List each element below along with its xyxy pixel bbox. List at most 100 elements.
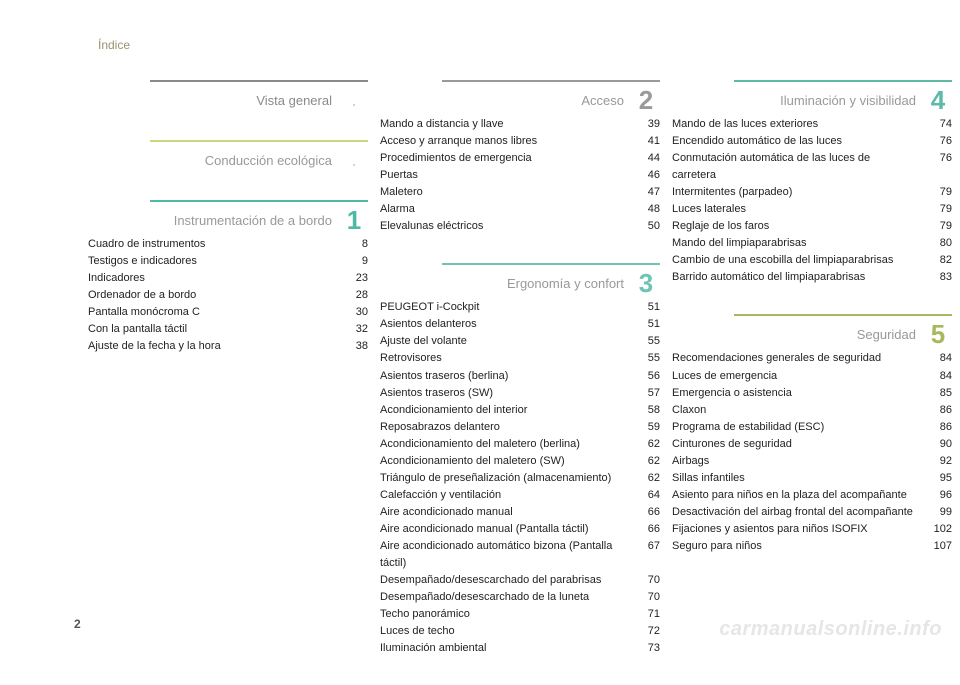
entry-label: Desempañado/desescarchado del parabrisas (380, 572, 630, 589)
section-number: 1 (340, 205, 368, 236)
section-title: Instrumentación de a bordo (88, 213, 332, 228)
section-entries: Cuadro de instrumentos8Testigos e indica… (88, 236, 368, 355)
entry-label: Asientos traseros (berlina) (380, 368, 630, 385)
entry-label: Conmutación automática de las luces de c… (672, 150, 922, 184)
section-head-row: Ergonomía y confort3 (380, 271, 660, 295)
entry-label: Cinturones de seguridad (672, 436, 922, 453)
section-title: Ergonomía y confort (380, 276, 624, 291)
entry-label: Mando de las luces exteriores (672, 116, 922, 133)
toc-columns: Vista general.Conducción ecológica.Instr… (88, 80, 940, 685)
entry-label: Mando del limpiaparabrisas (672, 235, 922, 252)
entry-page: 76 (922, 150, 952, 184)
entry-page: 70 (630, 589, 660, 606)
toc-entry: Asientos traseros (berlina)56 (380, 368, 660, 385)
toc-entry: Acondicionamiento del maletero (berlina)… (380, 436, 660, 453)
entry-label: Recomendaciones generales de seguridad (672, 350, 922, 367)
entry-page: 66 (630, 521, 660, 538)
toc-entry: Aire acondicionado manual66 (380, 504, 660, 521)
entry-label: Pantalla monócroma C (88, 304, 338, 321)
toc-section: Conducción ecológica. (88, 140, 368, 172)
entry-label: Asientos delanteros (380, 316, 630, 333)
toc-entry: Procedimientos de emergencia44 (380, 150, 660, 167)
section-entries: Mando a distancia y llave39Acceso y arra… (380, 116, 660, 235)
entry-page: 51 (630, 316, 660, 333)
watermark: carmanualsonline.info (719, 618, 942, 641)
entry-label: Acondicionamiento del maletero (berlina) (380, 436, 630, 453)
toc-entry: Asientos delanteros51 (380, 316, 660, 333)
toc-entry: Acondicionamiento del maletero (SW)62 (380, 453, 660, 470)
entry-label: Emergencia o asistencia (672, 385, 922, 402)
toc-entry: Calefacción y ventilación64 (380, 487, 660, 504)
entry-page: 39 (630, 116, 660, 133)
section-bar (442, 80, 660, 82)
entry-page: 99 (922, 504, 952, 521)
toc-column: Acceso2 Mando a distancia y llave39Acceso… (380, 80, 672, 685)
toc-entry: Maletero47 (380, 184, 660, 201)
entry-page: 82 (922, 252, 952, 269)
toc-entry: Desempañado/desescarchado de la luneta70 (380, 589, 660, 606)
entry-page: 79 (922, 218, 952, 235)
toc-section: Seguridad 5Recomendaciones generales de s… (672, 314, 952, 555)
entry-page: 86 (922, 419, 952, 436)
toc-entry: Luces de emergencia84 (672, 368, 952, 385)
entry-label: Triángulo de preseñalización (almacenami… (380, 470, 630, 487)
entry-label: Seguro para niños (672, 538, 922, 555)
toc-section: Ergonomía y confort3PEUGEOT i-Cockpit51A… (380, 263, 660, 657)
section-title: Vista general (88, 93, 332, 108)
toc-entry: Luces de techo72 (380, 623, 660, 640)
toc-entry: Aire acondicionado manual (Pantalla táct… (380, 521, 660, 538)
page-number: 2 (74, 617, 81, 631)
section-entries: PEUGEOT i-Cockpit51Asientos delanteros51… (380, 299, 660, 657)
entry-label: Retrovisores (380, 350, 630, 367)
toc-entry: Acondicionamiento del interior58 (380, 402, 660, 419)
entry-label: PEUGEOT i-Cockpit (380, 299, 630, 316)
toc-entry: Reposabrazos delantero59 (380, 419, 660, 436)
section-number: 5 (924, 319, 952, 350)
entry-label: Cuadro de instrumentos (88, 236, 338, 253)
entry-page: 71 (630, 606, 660, 623)
entry-page: 57 (630, 385, 660, 402)
toc-column: Vista general.Conducción ecológica.Instr… (88, 80, 380, 685)
entry-page: 80 (922, 235, 952, 252)
toc-entry: Aire acondicionado automático bizona (Pa… (380, 538, 660, 572)
entry-page: 44 (630, 150, 660, 167)
entry-page: 58 (630, 402, 660, 419)
section-head-row: Acceso2 (380, 88, 660, 112)
toc-entry: Claxon86 (672, 402, 952, 419)
section-title: Seguridad (672, 327, 916, 342)
entry-label: Cambio de una escobilla del limpiaparabr… (672, 252, 922, 269)
entry-label: Acondicionamiento del interior (380, 402, 630, 419)
toc-column: Iluminación y visibilidad4Mando de las l… (672, 80, 960, 685)
toc-entry: Luces laterales79 (672, 201, 952, 218)
toc-section: Vista general. (88, 80, 368, 112)
entry-page: 56 (630, 368, 660, 385)
toc-entry: Airbags92 (672, 453, 952, 470)
entry-page: 46 (630, 167, 660, 184)
toc-entry: Recomendaciones generales de seguridad84 (672, 350, 952, 367)
toc-entry: Intermitentes (parpadeo)79 (672, 184, 952, 201)
entry-label: Ajuste de la fecha y la hora (88, 338, 338, 355)
toc-entry: Testigos e indicadores9 (88, 253, 368, 270)
section-entries: Recomendaciones generales de seguridad84… (672, 350, 952, 555)
entry-label: Maletero (380, 184, 630, 201)
section-bar (150, 140, 368, 142)
toc-entry: Asiento para niños en la plaza del acomp… (672, 487, 952, 504)
section-bullet: . (340, 150, 368, 171)
toc-entry: Ajuste de la fecha y la hora38 (88, 338, 368, 355)
entry-page: 48 (630, 201, 660, 218)
entry-label: Techo panorámico (380, 606, 630, 623)
toc-entry: Seguro para niños107 (672, 538, 952, 555)
toc-entry: Puertas46 (380, 167, 660, 184)
entry-page: 67 (630, 538, 660, 572)
header-label: Índice (98, 38, 130, 52)
toc-entry: Barrido automático del limpiaparabrisas8… (672, 269, 952, 286)
entry-page: 9 (338, 253, 368, 270)
toc-entry: Asientos traseros (SW)57 (380, 385, 660, 402)
section-bar (150, 200, 368, 202)
section-bar (734, 314, 952, 316)
toc-entry: Alarma48 (380, 201, 660, 218)
toc-entry: Techo panorámico71 (380, 606, 660, 623)
entry-label: Desactivación del airbag frontal del aco… (672, 504, 922, 521)
entry-label: Encendido automático de las luces (672, 133, 922, 150)
toc-entry: Cambio de una escobilla del limpiaparabr… (672, 252, 952, 269)
